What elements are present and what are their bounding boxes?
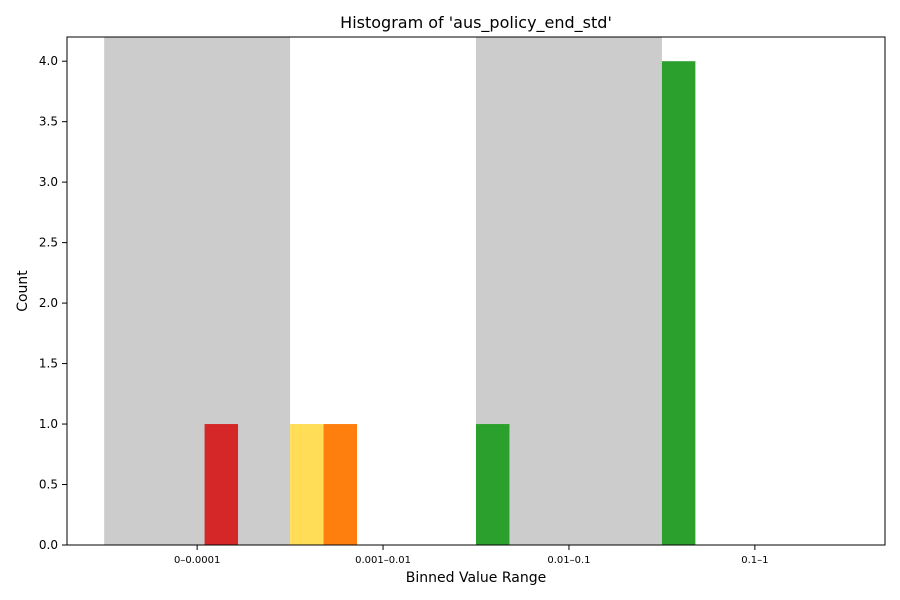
y-tick-label: 1.0 [39, 417, 58, 431]
x-tick-label: 0.001–0.01 [355, 555, 411, 566]
bar-layer [204, 61, 696, 545]
x-tick-label: 0.1–1 [741, 555, 768, 566]
y-tick-label: 0.5 [39, 478, 58, 492]
shade-layer [104, 37, 662, 545]
chart-title: Histogram of 'aus_policy_end_std' [340, 13, 612, 33]
plot-frame [66, 36, 886, 546]
x-tick-label: 0.01–0.1 [547, 555, 590, 566]
y-tick-label: 2.0 [39, 296, 58, 310]
bar-3 [476, 424, 510, 545]
y-tick-label: 3.0 [39, 175, 58, 189]
bar-0 [204, 424, 239, 545]
y-tick-label: 1.5 [39, 357, 58, 371]
x-axis: 0–0.0001 0.001–0.01 0.01–0.1 0.1–1 [174, 545, 768, 566]
y-axis: 0.0 0.5 1.0 1.5 2.0 2.5 3.0 3.5 4.0 [39, 54, 67, 552]
y-tick-label: 2.5 [39, 236, 58, 250]
y-tick-label: 3.5 [39, 115, 58, 129]
y-tick-label: 4.0 [39, 54, 58, 68]
x-axis-title: Binned Value Range [406, 570, 546, 586]
bar-2 [323, 424, 358, 545]
y-tick-label: 0.0 [39, 538, 58, 552]
x-tick-label: 0–0.0001 [174, 555, 220, 566]
bar-4 [661, 61, 696, 545]
shaded-range-0 [104, 37, 291, 545]
bar-1 [290, 424, 324, 545]
y-axis-title: Count [15, 270, 31, 312]
